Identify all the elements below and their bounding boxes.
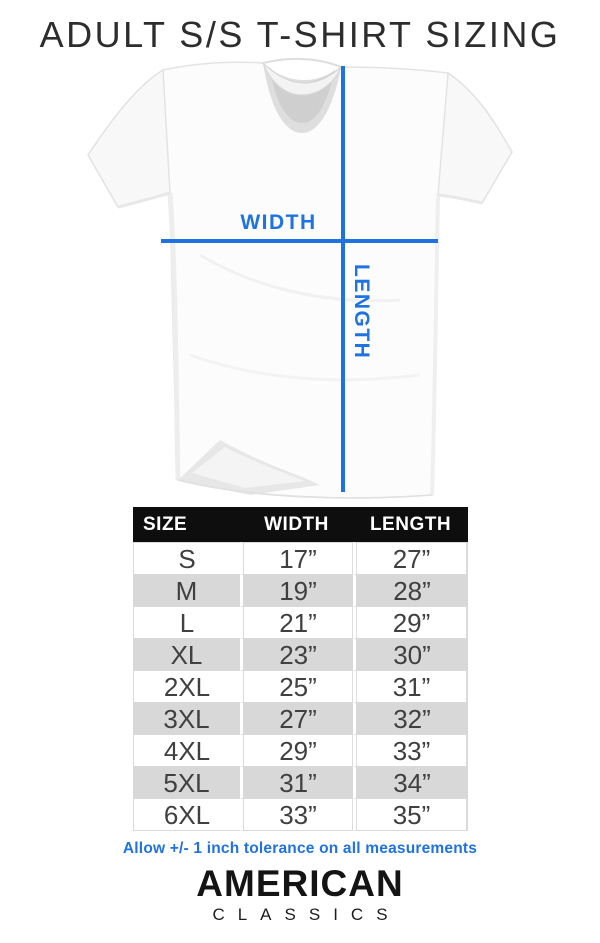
length-cell: 30” (353, 639, 468, 670)
size-cell: S (133, 542, 240, 575)
width-label: WIDTH (240, 211, 317, 234)
length-measure-line (341, 66, 345, 492)
page-title: ADULT S/S T-SHIRT SIZING (39, 14, 561, 55)
size-cell: 3XL (133, 703, 240, 734)
size-cell: 5XL (133, 767, 240, 798)
table-row: M 19” 28” (133, 575, 468, 606)
table-row: L 21” 29” (133, 606, 468, 639)
table-row: 5XL 31” 34” (133, 767, 468, 798)
size-cell: M (133, 575, 240, 606)
table-row: 3XL 27” 32” (133, 703, 468, 734)
brand-name: AMERICAN (196, 863, 404, 904)
size-cell: XL (133, 639, 240, 670)
length-cell: 35” (353, 798, 468, 831)
length-label: LENGTH (350, 264, 373, 360)
size-cell: 4XL (133, 734, 240, 767)
width-cell: 31” (240, 767, 353, 798)
width-cell: 17” (240, 542, 353, 575)
length-cell: 28” (353, 575, 468, 606)
length-cell: 33” (353, 734, 468, 767)
size-table: SIZE WIDTH LENGTH S 17” 27” M 19” 28” L … (133, 507, 468, 831)
length-cell: 27” (353, 542, 468, 575)
table-row: 4XL 29” 33” (133, 734, 468, 767)
tshirt-illustration (87, 57, 513, 499)
table-row: S 17” 27” (133, 542, 468, 575)
width-cell: 29” (240, 734, 353, 767)
size-cell: 2XL (133, 670, 240, 703)
width-cell: 23” (240, 639, 353, 670)
length-cell: 29” (353, 606, 468, 639)
length-cell: 32” (353, 703, 468, 734)
brand-subname: CLASSICS (212, 905, 401, 924)
length-cell: 34” (353, 767, 468, 798)
table-row: XL 23” 30” (133, 639, 468, 670)
header-length: LENGTH (353, 507, 468, 542)
length-cell: 31” (353, 670, 468, 703)
tolerance-note: Allow +/- 1 inch tolerance on all measur… (122, 840, 478, 857)
size-table-header-row: SIZE WIDTH LENGTH (133, 507, 468, 542)
size-cell: 6XL (133, 798, 240, 831)
width-cell: 27” (240, 703, 353, 734)
table-row: 2XL 25” 31” (133, 670, 468, 703)
width-cell: 25” (240, 670, 353, 703)
width-cell: 33” (240, 798, 353, 831)
width-cell: 19” (240, 575, 353, 606)
size-cell: L (133, 606, 240, 639)
width-measure-line (161, 239, 438, 243)
header-size: SIZE (133, 507, 240, 542)
brand-logo: AMERICAN CLASSICS (0, 865, 600, 925)
table-row: 6XL 33” 35” (133, 798, 468, 831)
tshirt-image (80, 55, 520, 505)
width-cell: 21” (240, 606, 353, 639)
header-width: WIDTH (240, 507, 353, 542)
